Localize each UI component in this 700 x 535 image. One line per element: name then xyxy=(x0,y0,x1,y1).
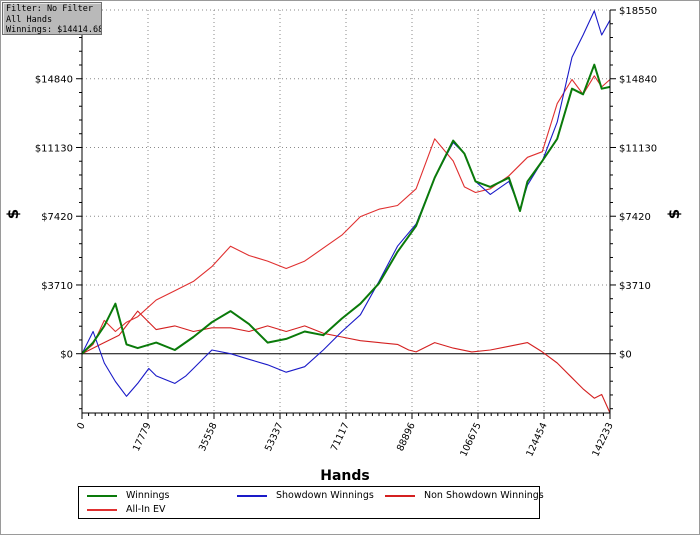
series-winnings xyxy=(81,63,611,355)
legend-label-winnings: Winnings xyxy=(126,490,170,501)
y-tick-label: $3710 xyxy=(619,281,651,292)
x-tick-label: 71117 xyxy=(329,421,352,453)
y-axis-label-right: $ xyxy=(665,209,683,219)
x-tick-label: 35558 xyxy=(197,421,220,453)
y-tick-labels-right: $0 $3710 $7420 $11130 $14840 $18550 xyxy=(619,6,657,361)
legend-label-non-showdown: Non Showdown Winnings xyxy=(424,490,544,501)
legend-label-showdown: Showdown Winnings xyxy=(276,490,374,501)
legend-label-allin-ev: All-In EV xyxy=(126,504,166,515)
y-tick-label: $3710 xyxy=(41,281,73,292)
y-tick-label: $18550 xyxy=(619,6,657,17)
x-tick-label: 0 xyxy=(75,421,88,431)
y-tick-label: $14840 xyxy=(619,75,657,86)
y-tick-label: $14840 xyxy=(35,75,73,86)
y-axis-label-left: $ xyxy=(4,209,22,219)
y-tick-labels-left: $0$3710$7420$11130$14840$18550 xyxy=(35,6,73,361)
y-tick-label: $0 xyxy=(60,350,73,361)
filter-line: Filter: No Filter xyxy=(6,4,93,14)
legend-swatch-allin-ev xyxy=(87,509,117,511)
x-tick-label: 124454 xyxy=(524,421,549,459)
axes xyxy=(76,9,616,419)
series-layer xyxy=(81,10,611,414)
y-tick-label: $11130 xyxy=(35,143,73,154)
x-tick-label: 88896 xyxy=(395,421,418,453)
hands-line: All Hands xyxy=(6,14,53,25)
y-tick-label: $7420 xyxy=(619,212,651,223)
legend: Winnings Showdown Winnings Non Showdown … xyxy=(78,486,544,519)
grid-lines xyxy=(82,9,610,413)
winnings-line: Winnings: $14414.68 xyxy=(6,25,102,35)
x-tick-label: 106675 xyxy=(458,421,483,459)
x-axis-label: Hands xyxy=(320,468,370,484)
filter-info-box: Filter: No Filter All Hands Winnings: $1… xyxy=(2,2,102,35)
y-tick-label: $7420 xyxy=(41,212,73,223)
legend-swatch-winnings xyxy=(87,495,117,497)
x-tick-label: 142233 xyxy=(590,421,615,459)
series-all-in-ev xyxy=(81,75,611,355)
series-non-showdown-winnings xyxy=(81,310,611,414)
x-tick-label: 17779 xyxy=(131,421,154,453)
x-tick-labels: 0 17779 35558 53337 71117 88896 106675 124454 14… xyxy=(75,421,616,459)
x-tick-label: 53337 xyxy=(263,421,286,453)
legend-swatch-showdown xyxy=(237,495,267,497)
legend-swatch-non-showdown xyxy=(385,495,415,497)
y-tick-label: $11130 xyxy=(619,143,657,154)
y-tick-label: $0 xyxy=(619,350,632,361)
